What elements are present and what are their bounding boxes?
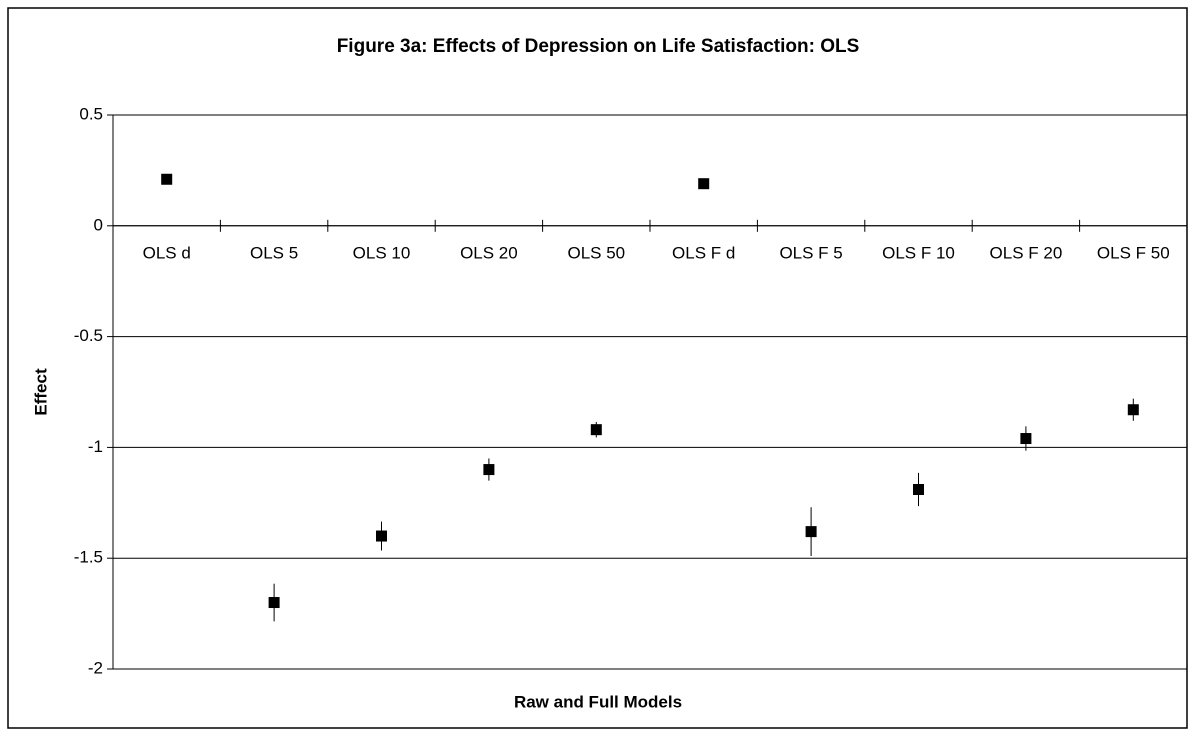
point	[913, 484, 924, 496]
point	[698, 178, 710, 190]
y-tick-label: -1.5	[74, 548, 103, 567]
x-tick-label: OLS 50	[567, 243, 625, 262]
chart-title: Figure 3a: Effects of Depression on Life…	[337, 36, 860, 57]
point	[268, 597, 280, 609]
x-tick-label: OLS F 20	[990, 243, 1063, 262]
chart-frame	[7, 7, 1188, 729]
y-tick-label: 0	[94, 215, 103, 234]
point	[1020, 433, 1032, 445]
x-tick-label: OLS 20	[460, 243, 518, 262]
x-tick-label: OLS F d	[672, 243, 735, 262]
x-tick-label: OLS F 50	[1097, 243, 1170, 262]
point	[376, 530, 387, 542]
x-tick-label: OLS 10	[353, 243, 411, 262]
y-axis-title: Effect	[31, 368, 50, 416]
y-tick-label: 0.5	[79, 104, 103, 123]
point	[805, 526, 817, 538]
x-tick-label: OLS F 10	[882, 243, 955, 262]
point	[483, 464, 495, 476]
point	[590, 424, 602, 436]
x-tick-label: OLS 5	[250, 243, 298, 262]
y-tick-label: -1	[88, 437, 103, 456]
point	[1127, 404, 1139, 416]
y-tick-label: -0.5	[74, 326, 103, 345]
y-tick-label: -2	[88, 658, 103, 677]
x-tick-label: OLS F 5	[779, 243, 842, 262]
point	[161, 173, 173, 185]
x-axis-title: Raw and Full Models	[514, 692, 682, 711]
x-tick-label: OLS d	[143, 243, 191, 262]
